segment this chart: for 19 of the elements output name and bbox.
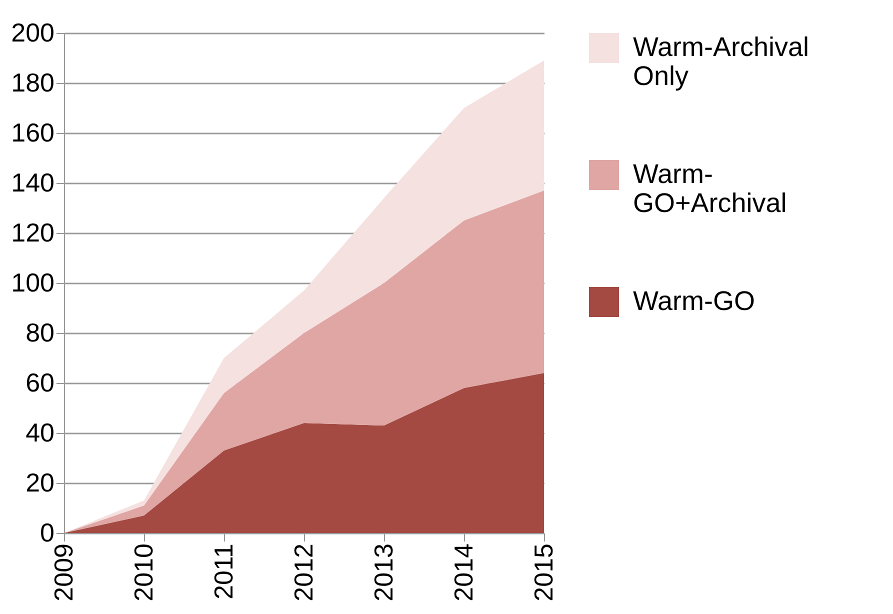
x-tick-label: 2012 — [288, 544, 318, 602]
y-tick-label: 140 — [11, 168, 54, 198]
x-tick-label: 2014 — [448, 544, 478, 602]
y-tick-label: 60 — [26, 368, 54, 398]
x-tick-label: 2010 — [128, 544, 158, 602]
y-tick-label: 40 — [26, 418, 54, 448]
legend-label: Warm-GO — [633, 286, 755, 316]
x-tick-label: 2013 — [368, 544, 398, 602]
y-tick-label: 120 — [11, 218, 54, 248]
y-tick-label: 20 — [26, 468, 54, 498]
x-tick-label: 2011 — [208, 544, 238, 600]
legend-label: Warm-Archival Only — [633, 32, 810, 91]
y-tick-label: 200 — [11, 18, 54, 48]
y-tick-label: 160 — [11, 118, 54, 148]
y-tick-label: 100 — [11, 268, 54, 298]
y-tick-label: 80 — [26, 318, 54, 348]
y-tick-label: 180 — [11, 68, 54, 98]
legend-label: Warm-GO+Archival — [633, 159, 787, 218]
x-tick-label: 2015 — [528, 544, 558, 602]
